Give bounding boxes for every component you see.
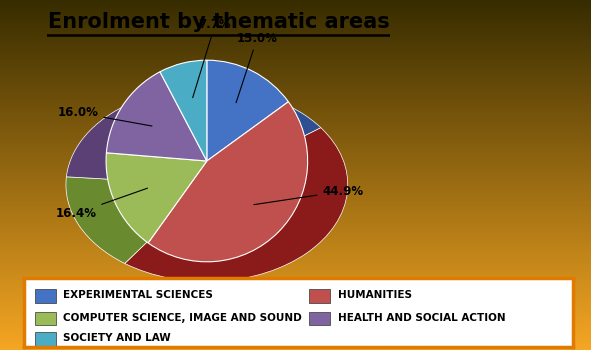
- Wedge shape: [106, 153, 207, 243]
- Text: SOCIETY AND LAW: SOCIETY AND LAW: [63, 333, 171, 343]
- FancyBboxPatch shape: [35, 332, 56, 346]
- Wedge shape: [66, 99, 207, 185]
- Wedge shape: [207, 88, 321, 185]
- FancyBboxPatch shape: [310, 289, 330, 303]
- Text: HEALTH AND SOCIAL ACTION: HEALTH AND SOCIAL ACTION: [338, 313, 506, 323]
- Text: Enrolment by thematic areas: Enrolment by thematic areas: [48, 12, 389, 32]
- Text: 44.9%: 44.9%: [254, 185, 363, 205]
- Wedge shape: [106, 72, 207, 161]
- Text: 16.4%: 16.4%: [56, 188, 148, 220]
- Text: EXPERIMENTAL SCIENCES: EXPERIMENTAL SCIENCES: [63, 290, 213, 300]
- Wedge shape: [148, 102, 308, 262]
- FancyBboxPatch shape: [310, 312, 330, 326]
- FancyBboxPatch shape: [35, 312, 56, 326]
- Wedge shape: [207, 60, 288, 161]
- FancyBboxPatch shape: [35, 289, 56, 303]
- Wedge shape: [141, 88, 207, 185]
- Wedge shape: [125, 128, 348, 282]
- Wedge shape: [66, 177, 207, 264]
- Text: 15.0%: 15.0%: [236, 32, 278, 103]
- Text: 16.0%: 16.0%: [57, 106, 152, 126]
- Wedge shape: [160, 60, 207, 161]
- Text: HUMANITIES: HUMANITIES: [338, 290, 412, 300]
- Text: 7.7%: 7.7%: [193, 19, 231, 98]
- Text: COMPUTER SCIENCE, IMAGE AND SOUND: COMPUTER SCIENCE, IMAGE AND SOUND: [63, 313, 302, 323]
